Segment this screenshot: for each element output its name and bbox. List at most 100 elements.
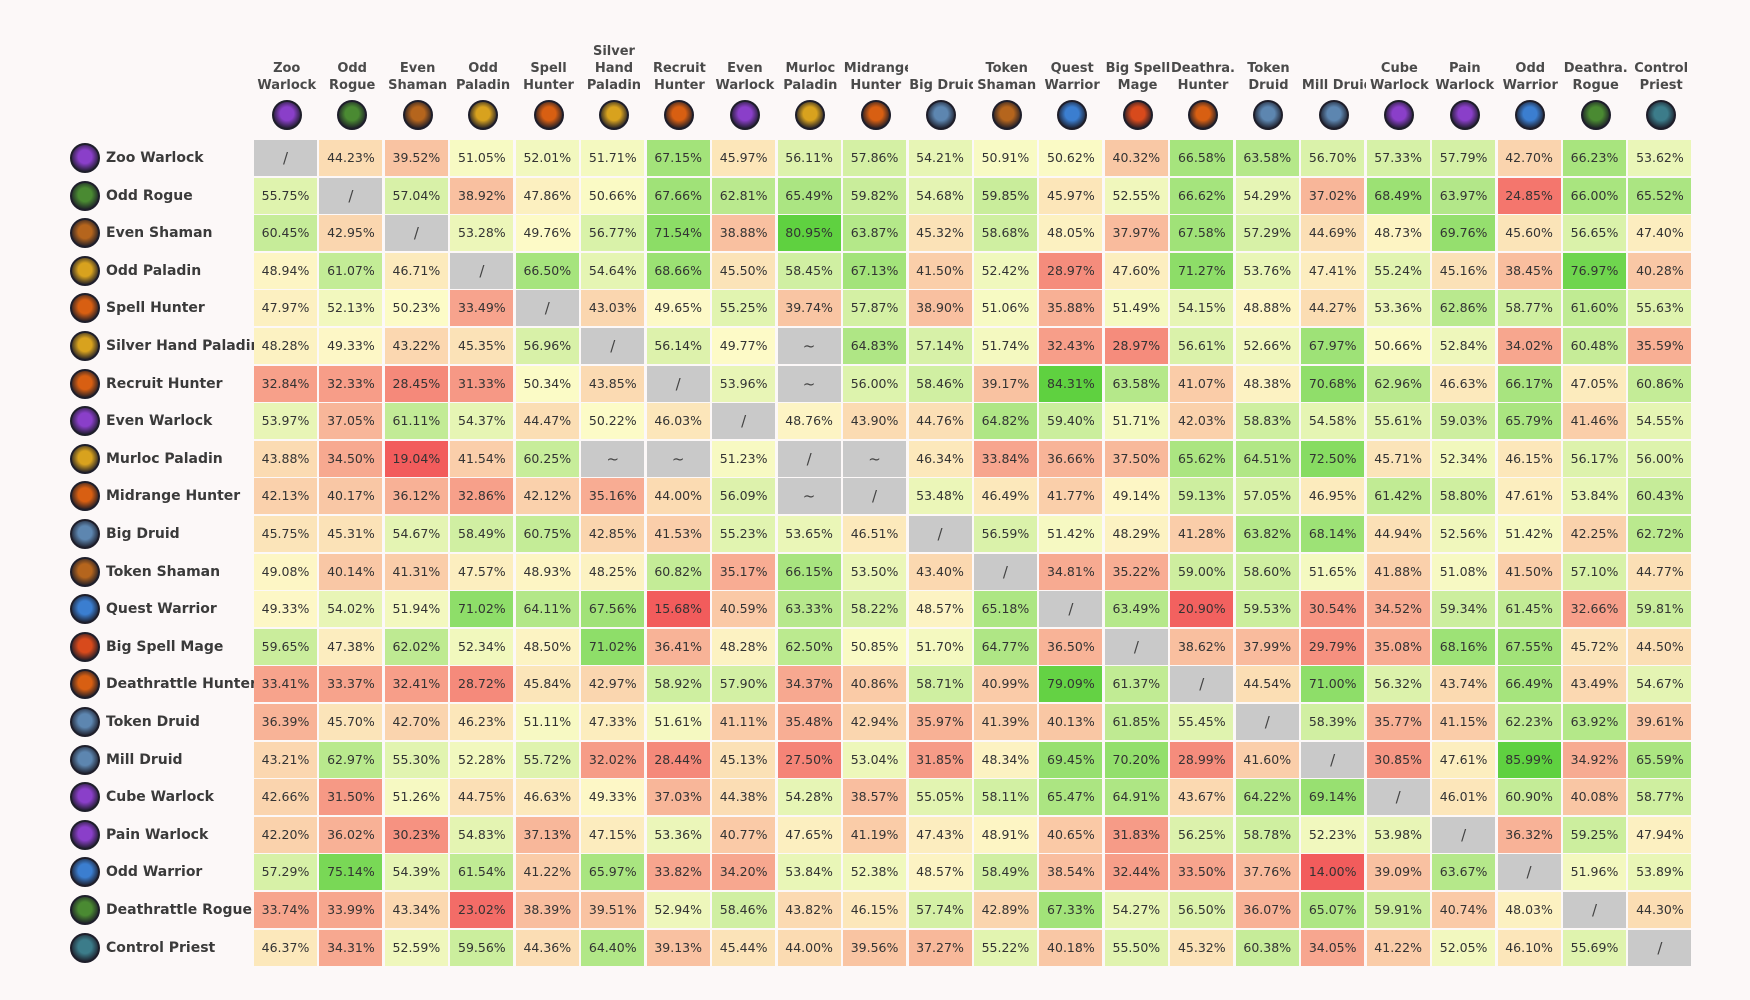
matchup-cell[interactable]: 34.37% — [777, 666, 841, 703]
matchup-cell[interactable]: 51.61% — [646, 704, 710, 740]
matchup-cell[interactable]: 58.11% — [973, 779, 1037, 816]
matchup-cell[interactable]: 34.81% — [1039, 553, 1103, 590]
matchup-cell[interactable]: 49.33% — [319, 328, 383, 364]
matchup-cell[interactable]: / — [581, 328, 645, 364]
matchup-cell[interactable]: 36.50% — [1039, 628, 1103, 665]
matchup-cell[interactable]: / — [1432, 816, 1496, 853]
matchup-cell[interactable]: 46.15% — [1497, 440, 1561, 477]
matchup-cell[interactable]: 51.71% — [1104, 403, 1168, 440]
matchup-cell[interactable]: 51.74% — [973, 328, 1037, 364]
matchup-cell[interactable]: 47.05% — [1563, 365, 1626, 402]
matchup-cell[interactable]: / — [1039, 591, 1103, 628]
matchup-cell[interactable]: 52.28% — [450, 741, 514, 778]
matchup-cell[interactable]: 64.40% — [581, 929, 645, 966]
matchup-cell[interactable]: 64.22% — [1235, 779, 1299, 816]
matchup-cell[interactable]: 84.31% — [1039, 365, 1103, 402]
matchup-cell[interactable]: 55.45% — [1170, 704, 1234, 740]
matchup-cell[interactable]: 30.85% — [1366, 741, 1430, 778]
matchup-cell[interactable]: 51.42% — [1497, 516, 1561, 552]
matchup-cell[interactable]: 62.97% — [319, 741, 383, 778]
matchup-cell[interactable]: 15.68% — [646, 591, 710, 628]
matchup-cell[interactable]: 53.36% — [1366, 290, 1430, 327]
matchup-cell[interactable]: ~ — [777, 478, 841, 515]
matchup-cell[interactable]: 48.93% — [515, 553, 579, 590]
matchup-cell[interactable]: 40.18% — [1039, 929, 1103, 966]
matchup-cell[interactable]: 37.13% — [515, 816, 579, 853]
matchup-cell[interactable]: 71.54% — [646, 215, 710, 252]
matchup-cell[interactable]: 33.49% — [450, 290, 514, 327]
matchup-cell[interactable]: 45.97% — [712, 140, 776, 176]
matchup-cell[interactable]: 68.49% — [1366, 177, 1430, 214]
matchup-cell[interactable]: 67.56% — [581, 591, 645, 628]
matchup-cell[interactable]: 33.84% — [973, 440, 1037, 477]
matchup-cell[interactable]: 56.11% — [777, 140, 841, 176]
matchup-cell[interactable]: 28.97% — [1104, 328, 1168, 364]
matchup-cell[interactable]: 68.14% — [1301, 516, 1365, 552]
matchup-cell[interactable]: 67.66% — [646, 177, 710, 214]
matchup-cell[interactable]: 34.52% — [1366, 591, 1430, 628]
matchup-cell[interactable]: 40.13% — [1039, 704, 1103, 740]
matchup-cell[interactable]: 51.71% — [581, 140, 645, 176]
matchup-cell[interactable]: 36.39% — [254, 704, 317, 740]
matchup-cell[interactable]: 42.66% — [254, 779, 317, 816]
matchup-cell[interactable]: 59.40% — [1039, 403, 1103, 440]
matchup-cell[interactable]: 42.70% — [384, 704, 448, 740]
matchup-cell[interactable]: 65.49% — [777, 177, 841, 214]
matchup-cell[interactable]: 39.56% — [843, 929, 907, 966]
matchup-cell[interactable]: 41.22% — [515, 854, 579, 891]
matchup-cell[interactable]: 39.09% — [1366, 854, 1430, 891]
matchup-cell[interactable]: 55.25% — [712, 290, 776, 327]
matchup-cell[interactable]: 54.68% — [908, 177, 972, 214]
matchup-cell[interactable]: 58.92% — [646, 666, 710, 703]
matchup-cell[interactable]: ~ — [581, 440, 645, 477]
matchup-cell[interactable]: 59.85% — [973, 177, 1037, 214]
matchup-cell[interactable]: 46.34% — [908, 440, 972, 477]
matchup-cell[interactable]: 65.07% — [1301, 892, 1365, 928]
matchup-cell[interactable]: 45.13% — [712, 741, 776, 778]
matchup-cell[interactable]: 65.79% — [1497, 403, 1561, 440]
matchup-cell[interactable]: 43.21% — [254, 741, 317, 778]
matchup-cell[interactable]: 55.72% — [515, 741, 579, 778]
matchup-cell[interactable]: 52.94% — [646, 892, 710, 928]
matchup-cell[interactable]: 58.83% — [1235, 403, 1299, 440]
matchup-cell[interactable]: 29.79% — [1301, 628, 1365, 665]
matchup-cell[interactable]: / — [1301, 741, 1365, 778]
matchup-cell[interactable]: 47.61% — [1432, 741, 1496, 778]
matchup-cell[interactable]: 37.03% — [646, 779, 710, 816]
matchup-cell[interactable]: 54.55% — [1628, 403, 1692, 440]
matchup-cell[interactable]: 36.12% — [384, 478, 448, 515]
matchup-cell[interactable]: 51.23% — [712, 440, 776, 477]
matchup-cell[interactable]: 42.20% — [254, 816, 317, 853]
matchup-cell[interactable]: 40.08% — [1563, 779, 1626, 816]
matchup-cell[interactable]: 32.02% — [581, 741, 645, 778]
matchup-cell[interactable]: 46.03% — [646, 403, 710, 440]
matchup-cell[interactable]: 44.69% — [1301, 215, 1365, 252]
matchup-cell[interactable]: 54.15% — [1170, 290, 1234, 327]
matchup-cell[interactable]: 65.97% — [581, 854, 645, 891]
matchup-cell[interactable]: 31.33% — [450, 365, 514, 402]
matchup-cell[interactable]: / — [1497, 854, 1561, 891]
matchup-cell[interactable]: 55.75% — [254, 177, 317, 214]
matchup-cell[interactable]: 47.15% — [581, 816, 645, 853]
matchup-cell[interactable]: 32.33% — [319, 365, 383, 402]
matchup-cell[interactable]: 60.75% — [515, 516, 579, 552]
matchup-cell[interactable]: 48.50% — [515, 628, 579, 665]
matchup-cell[interactable]: 45.72% — [1563, 628, 1626, 665]
matchup-cell[interactable]: 71.02% — [581, 628, 645, 665]
matchup-cell[interactable]: 56.14% — [646, 328, 710, 364]
matchup-cell[interactable]: 48.88% — [1235, 290, 1299, 327]
matchup-cell[interactable]: 58.46% — [908, 365, 972, 402]
matchup-cell[interactable]: 46.01% — [1432, 779, 1496, 816]
matchup-cell[interactable]: 40.28% — [1628, 252, 1692, 289]
matchup-cell[interactable]: 56.17% — [1563, 440, 1626, 477]
matchup-cell[interactable]: 53.50% — [843, 553, 907, 590]
matchup-cell[interactable]: 40.99% — [973, 666, 1037, 703]
matchup-cell[interactable]: 55.24% — [1366, 252, 1430, 289]
matchup-cell[interactable]: 44.00% — [646, 478, 710, 515]
matchup-cell[interactable]: 56.50% — [1170, 892, 1234, 928]
matchup-cell[interactable]: 52.56% — [1432, 516, 1496, 552]
matchup-cell[interactable]: 45.97% — [1039, 177, 1103, 214]
matchup-cell[interactable]: 56.61% — [1170, 328, 1234, 364]
matchup-cell[interactable]: 54.58% — [1301, 403, 1365, 440]
matchup-cell[interactable]: 64.51% — [1235, 440, 1299, 477]
